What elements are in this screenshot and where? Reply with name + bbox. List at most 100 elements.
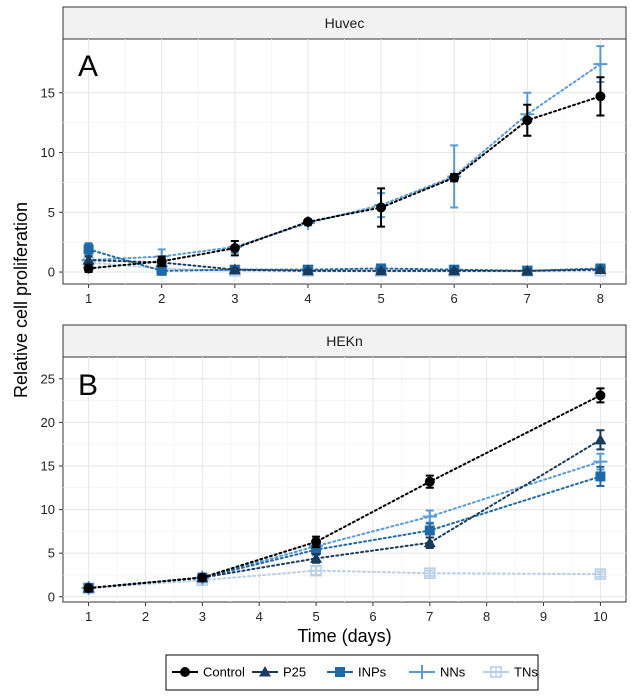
control-data-point bbox=[83, 583, 94, 594]
nns-line bbox=[87, 63, 602, 262]
x-tick-label: 10 bbox=[593, 609, 607, 624]
panel-b-y-ticks: 0 5 10 15 20 25 bbox=[41, 371, 63, 604]
p25-data-point bbox=[594, 433, 607, 445]
legend-item-inps: INPs bbox=[327, 665, 387, 680]
y-tick-label: 25 bbox=[41, 371, 55, 386]
y-tick-label: 10 bbox=[41, 502, 55, 517]
control-data-point bbox=[229, 243, 240, 254]
legend-label: INPs bbox=[358, 665, 387, 680]
control-data-point bbox=[522, 115, 533, 126]
x-tick-label: 1 bbox=[85, 609, 92, 624]
x-tick-label: 6 bbox=[451, 291, 458, 306]
control-data-point bbox=[595, 390, 606, 401]
x-tick-label: 4 bbox=[256, 609, 263, 624]
panel-b-series bbox=[81, 387, 608, 596]
x-axis-title: Time (days) bbox=[297, 626, 391, 646]
y-tick-label: 10 bbox=[41, 145, 55, 160]
x-tick-label: 7 bbox=[426, 609, 433, 624]
y-tick-label: 0 bbox=[48, 589, 55, 604]
y-tick-label: 20 bbox=[41, 415, 55, 430]
tns-line bbox=[87, 569, 602, 590]
nns-data-point bbox=[422, 509, 437, 524]
x-tick-label: 3 bbox=[231, 291, 238, 306]
legend-label: NNs bbox=[440, 665, 466, 680]
panel-a-strip-label: Huvec bbox=[325, 15, 365, 31]
p25-line bbox=[87, 259, 602, 272]
panel-a-letter: A bbox=[78, 50, 98, 83]
control-data-point bbox=[156, 256, 167, 267]
panel-b-gridlines bbox=[63, 357, 626, 602]
p25-data-point bbox=[375, 264, 388, 276]
p25-data-point bbox=[228, 263, 241, 275]
control-data-point bbox=[595, 91, 606, 102]
p25-data-point bbox=[82, 254, 95, 265]
legend-item-control: Control bbox=[172, 665, 245, 680]
legend-label: TNs bbox=[514, 665, 538, 680]
x-tick-label: 5 bbox=[377, 291, 384, 306]
legend-items: Control P25 INPs NNs TNs bbox=[172, 665, 538, 680]
panel-a-x-ticks: 1 2 3 4 5 6 7 8 bbox=[85, 284, 604, 306]
legend-key-marker bbox=[335, 667, 345, 677]
tns-data-point bbox=[310, 564, 322, 577]
x-tick-label: 2 bbox=[158, 291, 165, 306]
x-tick-label: 7 bbox=[524, 291, 531, 306]
inps-data-point bbox=[424, 525, 435, 536]
y-tick-label: 5 bbox=[48, 205, 55, 220]
x-tick-label: 2 bbox=[142, 609, 149, 624]
x-tick-label: 1 bbox=[85, 291, 92, 306]
panel-b-letter: B bbox=[78, 369, 98, 402]
tns-data-point bbox=[594, 568, 607, 580]
nns-data-point bbox=[593, 57, 608, 72]
control-data-point bbox=[302, 216, 313, 227]
inps-data-point bbox=[156, 265, 167, 276]
legend: Control P25 INPs NNs TNs bbox=[165, 654, 539, 691]
tns-data-point bbox=[424, 567, 436, 580]
x-tick-label: 3 bbox=[199, 609, 206, 624]
x-tick-label: 5 bbox=[312, 609, 319, 624]
panel-a-gridlines bbox=[63, 39, 626, 284]
panel-b-strip-label: HEKn bbox=[326, 333, 363, 349]
x-tick-label: 4 bbox=[304, 291, 311, 306]
legend-key-marker bbox=[490, 666, 502, 678]
panel-a-strip bbox=[62, 6, 627, 40]
x-tick-label: 6 bbox=[369, 609, 376, 624]
control-data-point bbox=[197, 572, 208, 583]
control-data-point bbox=[311, 536, 322, 547]
control-line bbox=[87, 394, 602, 590]
inps-data-point bbox=[83, 244, 94, 255]
panel-b-strip bbox=[62, 324, 627, 358]
p25-data-point bbox=[423, 536, 436, 548]
p25-data-point bbox=[310, 552, 323, 563]
y-tick-label: 15 bbox=[41, 85, 55, 100]
legend-item-tns: TNs bbox=[483, 665, 538, 680]
p25-data-point bbox=[594, 263, 607, 275]
legend-item-p25: P25 bbox=[252, 665, 306, 680]
legend-label: P25 bbox=[283, 665, 306, 680]
inps-data-point bbox=[595, 471, 606, 482]
control-data-point bbox=[83, 263, 94, 274]
x-tick-label: 9 bbox=[540, 609, 547, 624]
x-tick-label: 8 bbox=[483, 609, 490, 624]
control-data-point bbox=[449, 172, 460, 183]
p25-data-point bbox=[448, 264, 461, 276]
control-line bbox=[87, 95, 602, 270]
legend-key-marker bbox=[259, 666, 271, 677]
legend-key-marker bbox=[180, 667, 190, 677]
panel-a-series-p25 bbox=[82, 254, 607, 276]
x-tick-label: 8 bbox=[597, 291, 604, 306]
panel-b-series-control bbox=[83, 387, 606, 594]
panel-b-x-ticks: 1 2 3 4 5 6 7 8 9 10 bbox=[85, 602, 608, 624]
control-data-point bbox=[376, 202, 387, 213]
panel-a-series-control bbox=[83, 76, 606, 274]
legend-label: Control bbox=[203, 665, 245, 680]
y-tick-label: 5 bbox=[48, 546, 55, 561]
p25-data-point bbox=[521, 264, 534, 276]
legend-item-nns: NNs bbox=[409, 665, 466, 680]
p25-data-point bbox=[301, 264, 314, 276]
legend-key-marker bbox=[415, 665, 429, 679]
inps-data-point bbox=[311, 544, 322, 555]
y-axis-title: Relative cell proliferation bbox=[11, 202, 31, 398]
